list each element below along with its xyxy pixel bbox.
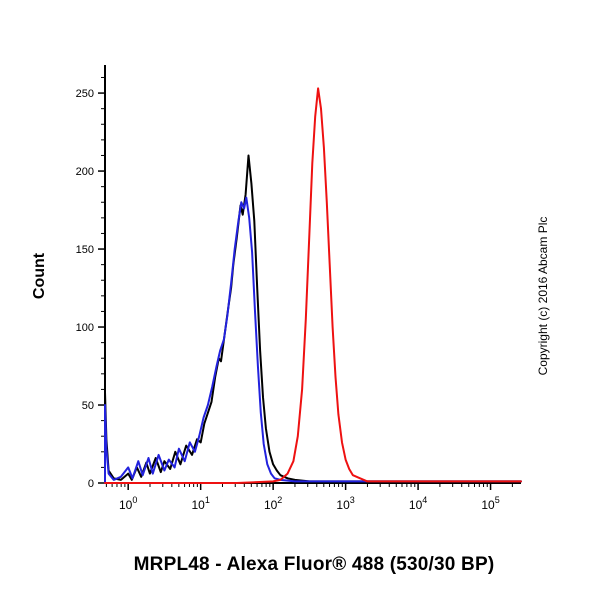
y-tick-label: 150 xyxy=(76,244,94,256)
x-tick-label: 103 xyxy=(336,495,354,512)
x-tick-label: 104 xyxy=(409,495,427,512)
series-red-sample xyxy=(104,87,522,484)
series-black-control xyxy=(104,154,522,484)
copyright-text: Copyright (c) 2016 Abcam Plc xyxy=(536,216,550,376)
y-axis-label: Count xyxy=(31,252,48,300)
x-tick-label: 105 xyxy=(481,495,499,512)
y-tick-label: 200 xyxy=(76,166,94,178)
y-tick-label: 250 xyxy=(76,88,94,100)
x-tick-label: 101 xyxy=(191,495,209,512)
x-axis-ticks: 100 101 102 103 104 105 xyxy=(105,483,513,512)
series-blue-control xyxy=(104,196,522,484)
y-tick-label: 0 xyxy=(88,478,94,490)
x-tick-label: 100 xyxy=(119,495,137,512)
x-tick-label: 102 xyxy=(264,495,282,512)
y-axis-ticks: 0 50 100 150 200 250 xyxy=(76,76,105,490)
chart-title: MRPL48 - Alexa Fluor® 488 (530/30 BP) xyxy=(133,554,495,575)
y-tick-label: 100 xyxy=(76,322,94,334)
y-tick-label: 50 xyxy=(82,400,94,412)
